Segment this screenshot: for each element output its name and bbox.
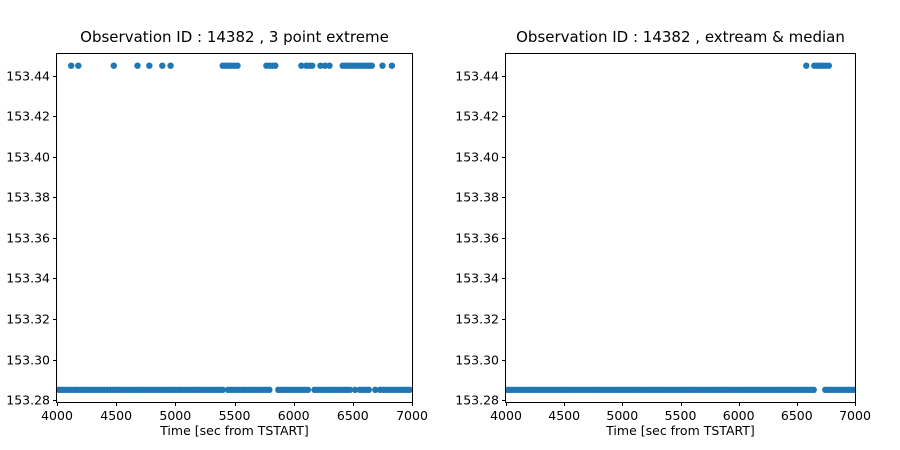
y-tick-mark xyxy=(53,237,57,239)
right-scatter-points xyxy=(506,62,855,393)
x-tick-label: 4000 xyxy=(41,408,73,423)
right-plot: Observation ID : 14382 , extream & media… xyxy=(455,28,871,438)
x-tick-label: 6500 xyxy=(336,408,369,423)
x-tick-label: 5000 xyxy=(159,408,192,423)
y-tick-mark xyxy=(502,400,506,401)
y-tick-mark xyxy=(53,156,57,158)
x-tick-label: 5500 xyxy=(664,408,697,423)
x-tick-label: 5000 xyxy=(606,408,639,423)
x-tick-mark xyxy=(622,402,624,406)
y-tick-label: 153.38 xyxy=(6,189,50,205)
y-tick-mark xyxy=(53,318,57,320)
y-tick-mark xyxy=(502,75,506,77)
y-tick-mark xyxy=(53,197,57,199)
x-tick-label: 7000 xyxy=(396,408,428,423)
x-tick-mark xyxy=(796,402,798,406)
x-tick-label: 5500 xyxy=(218,408,251,423)
y-tick-label: 153.40 xyxy=(455,149,499,165)
x-tick-mark xyxy=(564,402,566,406)
x-tick-label: 4000 xyxy=(490,408,522,423)
y-tick-mark xyxy=(502,197,506,199)
left-scatter-points xyxy=(57,62,412,393)
left-x-axis-label: Time [sec from TSTART] xyxy=(160,423,309,438)
series-extreme-low-band xyxy=(57,386,412,393)
y-tick-mark xyxy=(53,359,57,361)
y-tick-mark xyxy=(502,318,506,320)
x-tick-label: 4500 xyxy=(548,408,581,423)
y-tick-label: 153.32 xyxy=(455,311,499,327)
y-tick-label: 153.32 xyxy=(6,311,50,327)
y-tick-label: 153.42 xyxy=(455,108,499,124)
y-tick-label: 153.34 xyxy=(455,270,499,286)
y-tick-label: 153.44 xyxy=(6,68,50,84)
x-tick-label: 6500 xyxy=(780,408,813,423)
y-tick-mark xyxy=(53,75,57,77)
x-tick-mark xyxy=(116,402,118,406)
x-tick-label: 4500 xyxy=(100,408,133,423)
y-tick-mark xyxy=(502,156,506,158)
x-tick-mark xyxy=(352,402,354,406)
y-tick-label: 153.38 xyxy=(455,189,499,205)
x-tick-mark xyxy=(506,402,507,406)
x-tick-mark xyxy=(738,402,740,406)
y-tick-label: 153.34 xyxy=(6,270,50,286)
y-tick-mark xyxy=(53,400,57,401)
x-tick-mark xyxy=(680,402,682,406)
y-tick-label: 153.40 xyxy=(6,149,50,165)
x-tick-label: 7000 xyxy=(839,408,871,423)
y-tick-label: 153.36 xyxy=(6,230,50,246)
y-tick-label: 153.36 xyxy=(455,230,499,246)
right-plot-title: Observation ID : 14382 , extream & media… xyxy=(516,28,845,46)
y-tick-mark xyxy=(502,359,506,361)
x-tick-mark xyxy=(855,402,856,406)
y-tick-label: 153.44 xyxy=(455,68,499,84)
x-tick-mark xyxy=(175,402,177,406)
series-extreme-high-band xyxy=(68,62,396,69)
y-tick-label: 153.30 xyxy=(6,352,50,367)
y-tick-mark xyxy=(502,278,506,280)
series-high-band xyxy=(803,62,832,69)
x-tick-mark xyxy=(293,402,295,406)
x-tick-label: 6000 xyxy=(277,408,310,423)
y-tick-mark xyxy=(53,278,57,280)
x-tick-mark xyxy=(412,402,413,406)
y-tick-label: 153.28 xyxy=(6,392,50,408)
left-plot: Observation ID : 14382 , 3 point extreme… xyxy=(6,28,428,438)
y-tick-label: 153.28 xyxy=(455,392,499,408)
y-tick-mark xyxy=(502,237,506,239)
series-low-band xyxy=(506,386,855,393)
y-tick-label: 153.30 xyxy=(455,352,499,367)
x-tick-label: 6000 xyxy=(722,408,755,423)
y-tick-label: 153.42 xyxy=(6,108,50,124)
x-tick-mark xyxy=(57,402,58,406)
y-tick-mark xyxy=(502,116,506,118)
x-tick-mark xyxy=(234,402,236,406)
y-tick-mark xyxy=(53,116,57,118)
right-x-axis-label: Time [sec from TSTART] xyxy=(606,423,755,438)
left-plot-title: Observation ID : 14382 , 3 point extreme xyxy=(80,28,389,46)
